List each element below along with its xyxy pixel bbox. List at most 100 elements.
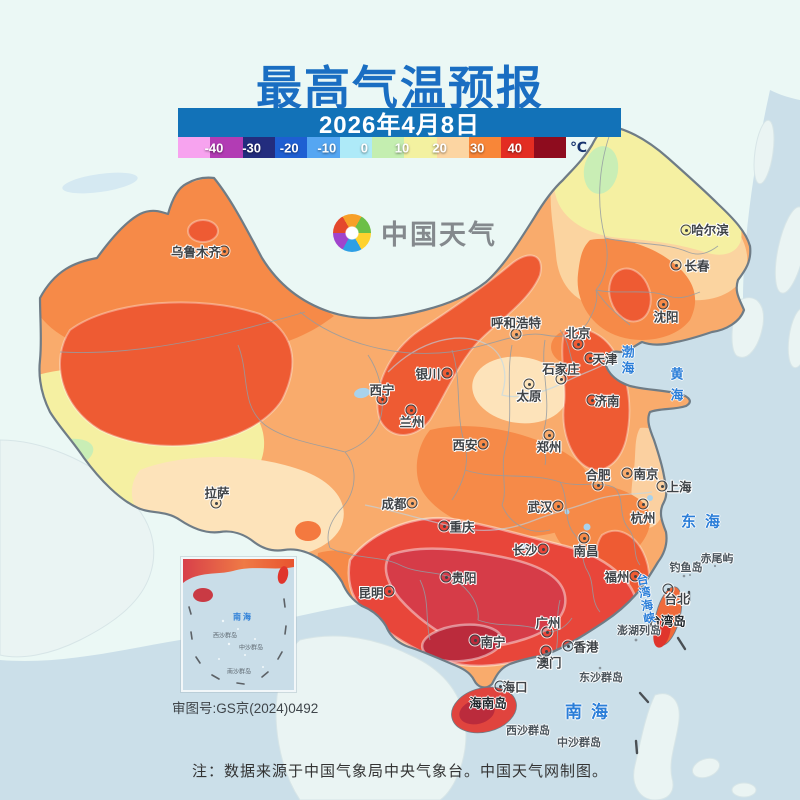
city-marker-icon	[562, 640, 574, 652]
city-marker-icon	[440, 571, 452, 583]
pinwheel-logo-icon	[333, 213, 371, 252]
city-marker-icon	[555, 373, 567, 385]
scale-segment	[178, 137, 211, 158]
sea-label: 黄海	[668, 367, 684, 409]
city-marker-icon	[637, 498, 649, 510]
city-label: 杭州	[630, 511, 656, 526]
city-marker-icon	[578, 532, 590, 544]
city-label: 西宁	[369, 383, 395, 398]
city-label: 广州	[535, 616, 561, 631]
city-marker-icon	[662, 583, 674, 595]
city-label: 沈阳	[653, 310, 679, 325]
map-approval-number: 审图号:GS京(2024)0492	[172, 701, 319, 716]
island-group-label: 澎湖列岛	[617, 625, 661, 637]
city-marker-icon	[540, 645, 552, 657]
scale-segment	[307, 137, 340, 158]
small-islands	[598, 564, 717, 670]
scale-label: 0	[360, 140, 369, 155]
scale-segment	[210, 137, 243, 158]
city-label: 拉萨	[204, 486, 230, 501]
city-label: 重庆	[449, 520, 475, 535]
city-marker-icon	[405, 404, 417, 416]
city-marker-icon	[543, 429, 555, 441]
scale-label: -20	[279, 140, 299, 155]
taiwan-island	[653, 586, 683, 648]
city-marker-icon	[572, 338, 584, 350]
inset-label: 南海	[233, 612, 253, 622]
island-group-label: 东沙群岛	[579, 672, 623, 684]
scale-label: -10	[317, 140, 337, 155]
city-label: 成都	[381, 497, 407, 512]
scale-segment	[501, 137, 534, 158]
forecast-date: 2026年4月8日	[318, 112, 481, 139]
city-marker-icon	[657, 298, 669, 310]
foreign-land	[0, 119, 800, 800]
city-marker-icon	[406, 497, 418, 509]
scale-segment	[404, 137, 437, 158]
inset-map-graphic	[183, 559, 294, 685]
city-marker-icon	[586, 394, 598, 406]
city-marker-icon	[469, 634, 481, 646]
temperature-color-scale	[178, 137, 566, 158]
scale-label: 20	[432, 140, 447, 155]
city-marker-icon	[438, 520, 450, 532]
inset-label: 中沙群岛	[238, 645, 264, 652]
scale-segment	[371, 137, 405, 158]
city-label: 西安	[452, 438, 478, 453]
city-marker-icon	[218, 245, 230, 257]
scale-label: 40	[507, 140, 523, 155]
island-region-label: 海南岛	[469, 696, 507, 711]
city-marker-icon	[441, 367, 453, 379]
city-label: 台北	[664, 592, 690, 607]
city-marker-icon	[210, 497, 222, 509]
island-group-label: 赤尾屿	[700, 553, 734, 565]
scale-segment	[533, 137, 566, 158]
sea-label: 渤海	[619, 345, 635, 377]
sea-label: 南海	[565, 702, 617, 722]
city-label: 乌鲁木齐	[170, 245, 222, 260]
city-marker-icon	[510, 328, 522, 340]
scale-segment	[242, 137, 275, 158]
inset-label: 南沙群岛	[226, 669, 252, 676]
city-label: 石家庄	[542, 362, 580, 377]
city-marker-icon	[541, 626, 553, 638]
scale-segment	[339, 137, 372, 158]
inset-label: 西沙群岛	[212, 633, 238, 640]
city-marker-icon	[584, 352, 596, 364]
city-label: 南京	[633, 467, 659, 482]
city-label: 郑州	[536, 440, 562, 455]
city-label: 海口	[502, 680, 528, 695]
city-marker-icon	[477, 438, 489, 450]
city-marker-icon	[376, 393, 388, 405]
logo-text: 中国天气	[381, 220, 497, 250]
south-china-sea-inset-map: 南海西沙群岛 中沙群岛南沙群岛	[181, 557, 296, 692]
scale-segment	[436, 137, 469, 158]
data-source-note: 注：数据来源于中国气象局中央气象台。中国天气网制图。	[191, 763, 608, 780]
city-label: 澳门	[536, 656, 562, 671]
city-label: 贵阳	[451, 571, 477, 586]
province-borders	[59, 127, 719, 656]
city-label: 合肥	[585, 468, 611, 483]
city-marker-icon	[523, 378, 535, 390]
city-marker-icon	[656, 480, 668, 492]
scale-label: -40	[204, 140, 224, 155]
city-marker-icon	[494, 680, 506, 692]
scale-segment	[274, 137, 308, 158]
sea-label: 东海	[680, 513, 730, 531]
city-marker-icon	[670, 259, 682, 271]
city-marker-icon	[537, 543, 549, 555]
city-label: 福州	[604, 570, 630, 585]
temperature-scale-labels: -40 -30 -20 -10 0 10 20 30 40	[178, 137, 598, 158]
city-marker-icon	[592, 479, 604, 491]
city-label: 银川	[415, 367, 441, 382]
scale-label: 10	[394, 140, 410, 155]
city-marker-icon	[621, 467, 633, 479]
city-label: 天津	[592, 352, 618, 367]
island-group-label: 西沙群岛	[506, 725, 550, 737]
city-label: 呼和浩特	[490, 316, 542, 331]
island-group-label: 中沙群岛	[557, 737, 601, 749]
temperature-unit: ℃	[570, 139, 587, 155]
nine-dash-line	[634, 590, 691, 755]
city-label: 兰州	[399, 415, 425, 430]
